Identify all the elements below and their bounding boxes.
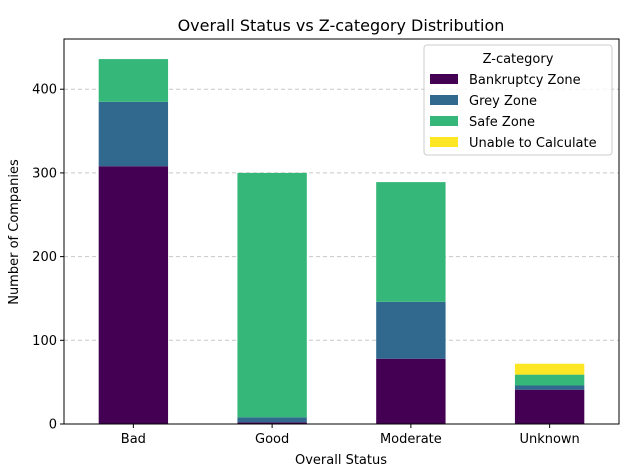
y-tick-label-200: 200 (32, 250, 57, 265)
bar-unknown-unable-to-calculate (514, 363, 585, 375)
legend-label-safe-zone: Safe Zone (469, 115, 535, 130)
x-tick-label-bad: Bad (121, 432, 146, 447)
x-tick-label-moderate: Moderate (380, 432, 442, 447)
y-axis-label: Number of Companies (7, 159, 22, 305)
bar-bad-bankruptcy-zone (98, 166, 169, 424)
bar-good-bankruptcy-zone (237, 422, 307, 424)
bar-bad-grey-zone (98, 101, 169, 167)
legend-swatch-grey-zone (430, 95, 458, 105)
y-tick-label-0: 0 (49, 418, 57, 433)
y-tick-label-400: 400 (32, 83, 57, 98)
legend-label-grey-zone: Grey Zone (469, 94, 537, 109)
y-axis-ticks: 0 100 200 300 400 (32, 83, 64, 433)
bar-bad-safe-zone (98, 59, 169, 102)
x-tick-label-good: Good (255, 432, 289, 447)
bar-good-grey-zone (237, 417, 307, 423)
legend: Z-category Bankruptcy Zone Grey Zone Safe … (423, 44, 613, 156)
legend-swatch-safe-zone (430, 116, 458, 126)
legend-label-unable-to-calculate: Unable to Calculate (469, 136, 597, 151)
bar-moderate-bankruptcy-zone (376, 358, 446, 424)
bars (98, 59, 585, 424)
bar-unknown-safe-zone (514, 374, 585, 386)
bar-unknown-bankruptcy-zone (514, 389, 585, 424)
x-tick-label-unknown: Unknown (519, 432, 579, 447)
bar-moderate-grey-zone (376, 301, 446, 359)
x-axis-ticks: Bad Good Moderate Unknown (121, 424, 580, 447)
legend-items: Bankruptcy Zone Grey Zone Safe Zone Unable … (430, 73, 597, 151)
y-tick-label-100: 100 (32, 334, 57, 349)
bar-moderate-safe-zone (376, 182, 446, 302)
bar-good-safe-zone (237, 172, 307, 418)
x-axis-label: Overall Status (295, 453, 387, 468)
legend-title: Z-category (483, 52, 554, 67)
legend-swatch-unable-to-calculate (430, 137, 458, 147)
legend-swatch-bankruptcy-zone (430, 74, 458, 84)
legend-box (423, 44, 613, 156)
legend-label-bankruptcy-zone: Bankruptcy Zone (469, 73, 581, 88)
plot-frame (63, 38, 620, 425)
y-tick-label-300: 300 (32, 166, 57, 181)
bar-unknown-grey-zone (514, 385, 585, 390)
chart-title: Overall Status vs Z-category Distributio… (178, 16, 505, 35)
